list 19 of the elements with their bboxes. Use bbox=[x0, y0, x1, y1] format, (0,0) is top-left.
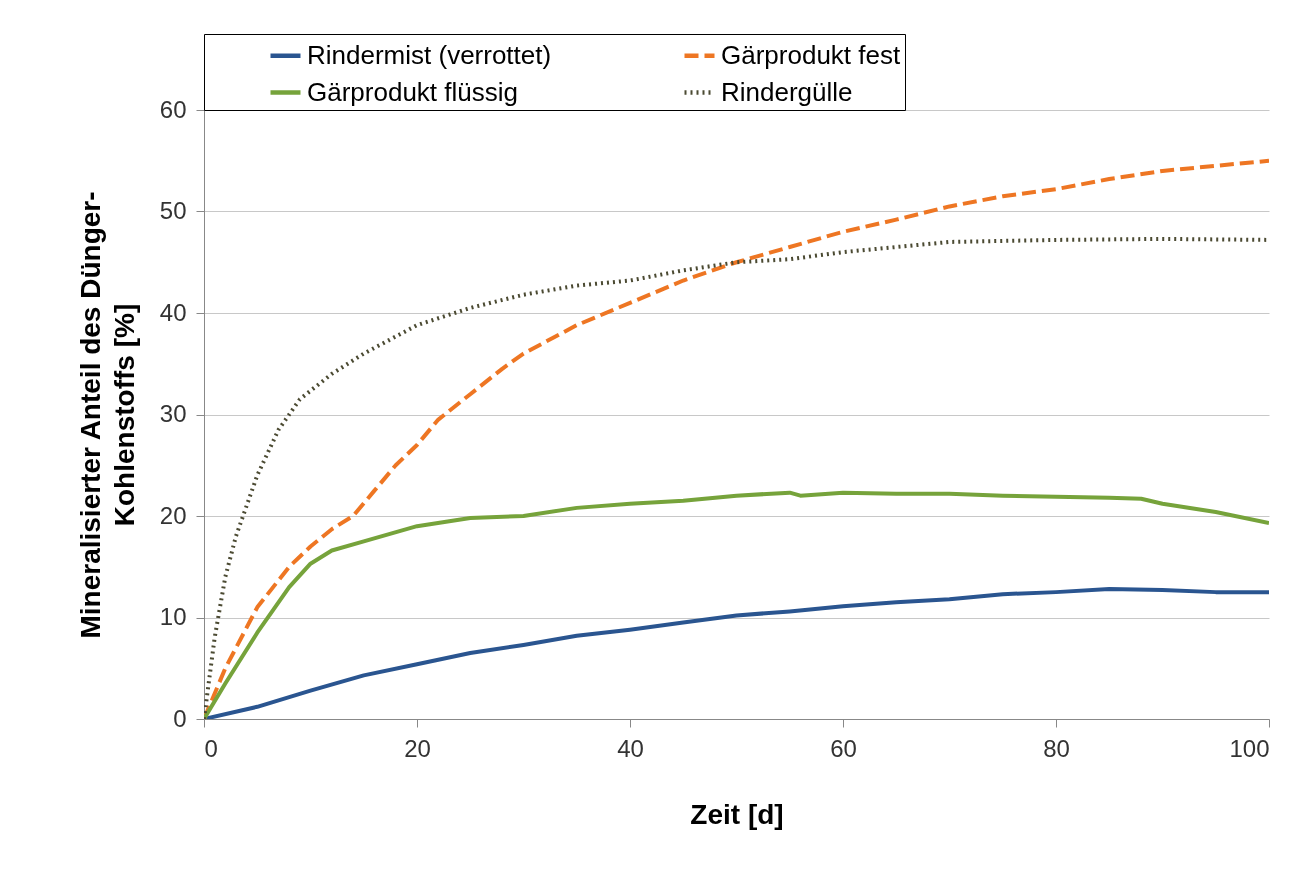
y-tick-label: 30 bbox=[159, 400, 187, 427]
x-tick-label: 60 bbox=[830, 734, 857, 762]
y-tick-label: 20 bbox=[159, 501, 187, 529]
y-axis-title: Mineralisierter Anteil des Dünger-Kohlenstoffs [%] bbox=[74, 191, 140, 639]
x-tick-label: 40 bbox=[617, 734, 644, 762]
x-tick-label: 80 bbox=[1043, 734, 1070, 762]
legend-label: Rindermist (verrottet) bbox=[307, 39, 552, 70]
x-tick-label: 20 bbox=[404, 734, 431, 762]
legend-label: Gärprodukt fest bbox=[721, 39, 901, 70]
x-tick-label: 100 bbox=[1229, 734, 1270, 762]
legend-label: Gärprodukt flüssig bbox=[307, 76, 518, 107]
x-tick-label: 0 bbox=[204, 734, 218, 762]
y-tick-label: 0 bbox=[173, 704, 187, 732]
y-tick-label: 60 bbox=[159, 95, 187, 123]
x-axis-title: Zeit [d] bbox=[690, 798, 784, 830]
legend-label: Rindergülle bbox=[721, 76, 853, 107]
y-tick-label: 40 bbox=[159, 298, 187, 326]
y-tick-label: 10 bbox=[159, 603, 187, 630]
y-tick-label: 50 bbox=[159, 197, 187, 224]
